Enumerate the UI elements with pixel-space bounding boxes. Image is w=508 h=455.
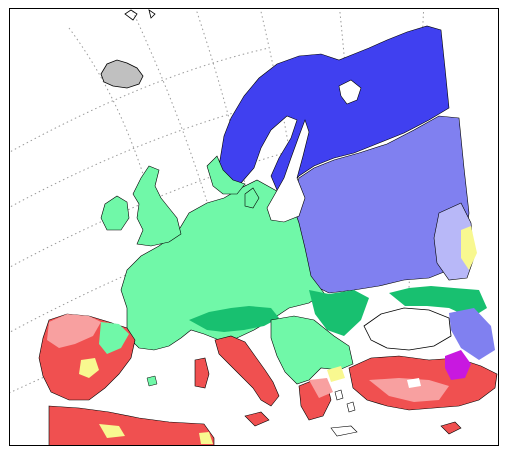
iberia-yellow: [79, 358, 99, 378]
svalbard-outline: [124, 9, 156, 21]
aegean-islands: [330, 389, 358, 437]
ireland-region: [100, 195, 130, 231]
sardinia-region: [194, 357, 210, 389]
europe-climate-map: [9, 8, 499, 446]
alpine-transition: [189, 306, 279, 332]
balkans-yellow: [327, 366, 345, 382]
map-border: [9, 8, 499, 446]
britain-region: [132, 165, 182, 247]
scandinavia-coast: [206, 155, 246, 195]
caucasus-transition: [389, 286, 487, 318]
iberia-green: [99, 322, 129, 354]
iceland-region: [100, 59, 144, 89]
anatolia-pink: [369, 378, 449, 402]
map-frame: [9, 8, 499, 446]
iberia-pink: [47, 314, 101, 348]
steppe-yellow: [461, 226, 477, 270]
balkans-pink: [309, 378, 333, 398]
caucasus-blue: [449, 308, 495, 360]
north-africa-yellow: [99, 424, 213, 444]
north-africa-region: [48, 405, 215, 446]
italy-region: [214, 335, 280, 407]
black-sea: [363, 307, 452, 351]
sicily-region: [244, 411, 270, 427]
anatolia-white-patch: [407, 378, 421, 388]
boreal-region: [218, 25, 450, 191]
cyprus-region: [440, 421, 462, 435]
balearic-islands: [146, 375, 158, 387]
anatolia-magenta: [445, 350, 471, 380]
balkans-region: [270, 315, 354, 385]
white-sea: [338, 79, 362, 105]
carpathian-transition: [309, 290, 369, 336]
denmark-region: [244, 187, 260, 209]
baltic-sea: [266, 119, 310, 223]
